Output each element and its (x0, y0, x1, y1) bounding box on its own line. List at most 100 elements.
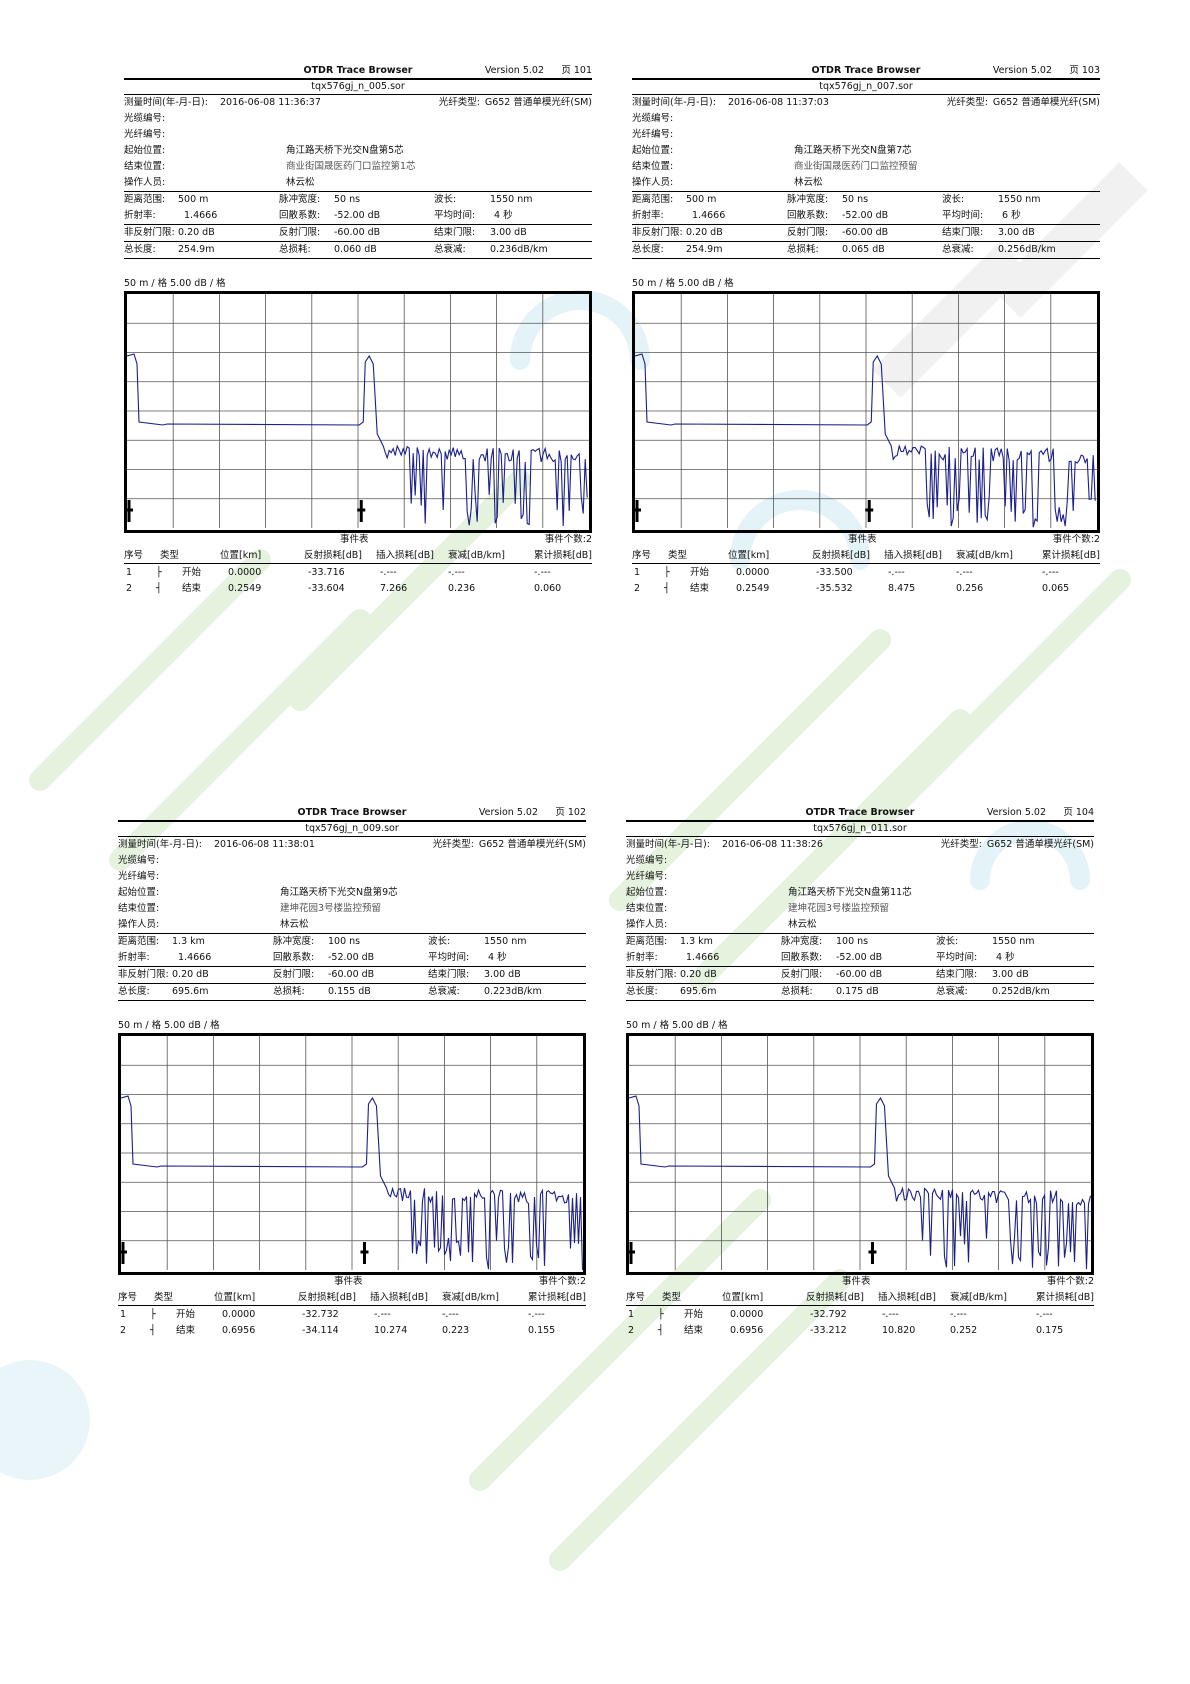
total-loss-label: 总损耗: (787, 244, 819, 255)
operator-label: 操作人员: (632, 177, 674, 188)
pulse-value: 50 ns (334, 194, 361, 205)
wavelength-value: 1550 nm (998, 194, 1041, 205)
measure-time-value: 2016-06-08 11:38:26 (722, 839, 823, 850)
event-ins: 8.475 (888, 583, 916, 594)
ior-label: 折射率: (118, 952, 150, 963)
event-row: 1 ├ 开始 0.0000 -32.792 -.--- -.--- -.--- (626, 1306, 1094, 1322)
event-no: 1 (120, 1309, 127, 1320)
fiber-type-label: 光纤类型: (940, 839, 982, 850)
total-loss-label: 总损耗: (781, 986, 813, 997)
event-table-label: 事件表 (334, 1276, 363, 1287)
event-ins: 10.274 (374, 1325, 408, 1336)
end-threshold-label: 结束门限: (428, 969, 470, 980)
event-att: 0.223 (442, 1325, 470, 1336)
measure-time-value: 2016-06-08 11:36:37 (220, 97, 321, 108)
event-type-icon: ├ (150, 1309, 156, 1320)
event-ins: -.--- (882, 1309, 899, 1320)
trace-svg (626, 1033, 1094, 1275)
avg-time-label: 平均时间: (942, 210, 984, 221)
avg-time-label: 平均时间: (428, 952, 470, 963)
end-location-label: 结束位置: (626, 903, 668, 914)
total-length-label: 总长度: (118, 986, 150, 997)
attenuation-label: 总衰减: (428, 986, 460, 997)
fiber-type-value: G652 普通单模光纤(SM) (986, 839, 1094, 850)
event-type-icon: ┤ (150, 1325, 156, 1336)
event-ins: -.--- (374, 1309, 391, 1320)
event-ins: 7.266 (380, 583, 408, 594)
chart-frame (118, 1033, 586, 1275)
col-refl: 反射损耗[dB] (812, 550, 870, 561)
fiber-type-label: 光纤类型: (946, 97, 988, 108)
trace-line (120, 1095, 584, 1270)
end-threshold-value: 3.00 dB (490, 227, 527, 238)
col-refl: 反射损耗[dB] (304, 550, 362, 561)
event-pos: 0.0000 (736, 567, 770, 578)
pulse-label: 脉冲宽度: (781, 936, 823, 947)
refl-threshold-value: -60.00 dB (334, 227, 381, 238)
event-marker-end (865, 500, 874, 522)
wavelength-label: 波长: (936, 936, 959, 947)
total-length-value: 254.9m (686, 244, 723, 255)
col-pos: 位置[km] (722, 1292, 764, 1303)
version-label: Version 5.02 (478, 807, 538, 818)
event-table: 序号 类型 位置[km] 反射损耗[dB] 插入损耗[dB] 衰减[dB/km]… (124, 547, 592, 596)
refl-threshold-label: 反射门限: (273, 969, 315, 980)
event-refl: -34.114 (302, 1325, 339, 1336)
col-cum: 累计损耗[dB] (534, 550, 592, 561)
event-pos: 0.0000 (222, 1309, 256, 1320)
total-loss-value: 0.060 dB (334, 244, 377, 255)
event-marker-end (868, 1242, 877, 1264)
backscatter-value: -52.00 dB (836, 952, 883, 963)
backscatter-label: 回散系数: (787, 210, 829, 221)
pulse-value: 50 ns (842, 194, 869, 205)
event-marker-start (627, 1242, 635, 1264)
operator-value: 林云松 (286, 177, 315, 188)
end-location-value: 建坤花园3号楼监控预留 (280, 903, 382, 914)
fiber-id-label: 光纤编号: (626, 871, 668, 882)
range-label: 距离范围: (632, 194, 674, 205)
wavelength-label: 波长: (434, 194, 457, 205)
end-location-value: 商业街国晟医药门口监控第1芯 (286, 161, 416, 172)
event-refl: -33.604 (308, 583, 345, 594)
end-location-label: 结束位置: (632, 161, 674, 172)
report-title: OTDR Trace Browser (303, 65, 413, 76)
measure-time-label: 测量时间(年-月-日): (632, 97, 716, 108)
report-title: OTDR Trace Browser (297, 807, 407, 818)
event-no: 2 (126, 583, 133, 594)
event-pos: 0.2549 (228, 583, 262, 594)
wavelength-value: 1550 nm (484, 936, 527, 947)
backscatter-label: 回散系数: (279, 210, 321, 221)
page-number: 页 101 (561, 65, 592, 76)
event-type-icon: ├ (658, 1309, 664, 1320)
col-no: 序号 (124, 550, 144, 561)
event-row: 2 ┤ 结束 0.2549 -35.532 8.475 0.256 0.065 (632, 580, 1100, 596)
event-no: 2 (628, 1325, 635, 1336)
cable-id-label: 光缆编号: (632, 113, 674, 124)
file-name: tqx576gj_n_011.sor (626, 822, 1094, 837)
refl-threshold-value: -60.00 dB (836, 969, 883, 980)
col-no: 序号 (632, 550, 652, 561)
trace-line (126, 353, 588, 527)
pulse-label: 脉冲宽度: (787, 194, 829, 205)
nonrefl-threshold-value: 0.20 dB (172, 969, 209, 980)
pulse-value: 100 ns (836, 936, 869, 947)
event-marker-start (125, 500, 133, 522)
refl-threshold-label: 反射门限: (781, 969, 823, 980)
event-cum: 0.155 (528, 1325, 556, 1336)
event-no: 2 (634, 583, 641, 594)
col-cum: 累计损耗[dB] (1036, 1292, 1094, 1303)
total-length-value: 695.6m (680, 986, 717, 997)
pulse-label: 脉冲宽度: (273, 936, 315, 947)
attenuation-value: 0.236dB/km (490, 244, 548, 255)
backscatter-value: -52.00 dB (334, 210, 381, 221)
event-att: 0.252 (950, 1325, 978, 1336)
col-pos: 位置[km] (220, 550, 262, 561)
chart-frame (632, 291, 1100, 533)
event-count: 事件个数:2 (544, 534, 592, 545)
event-table-header: 序号 类型 位置[km] 反射损耗[dB] 插入损耗[dB] 衰减[dB/km]… (632, 547, 1100, 564)
start-location-label: 起始位置: (626, 887, 668, 898)
scale-label: 50 m / 格 5.00 dB / 格 (124, 278, 226, 289)
col-type: 类型 (160, 550, 180, 561)
end-threshold-label: 结束门限: (434, 227, 476, 238)
otdr-trace-chart: 事件表 事件个数:2 (632, 291, 1100, 544)
